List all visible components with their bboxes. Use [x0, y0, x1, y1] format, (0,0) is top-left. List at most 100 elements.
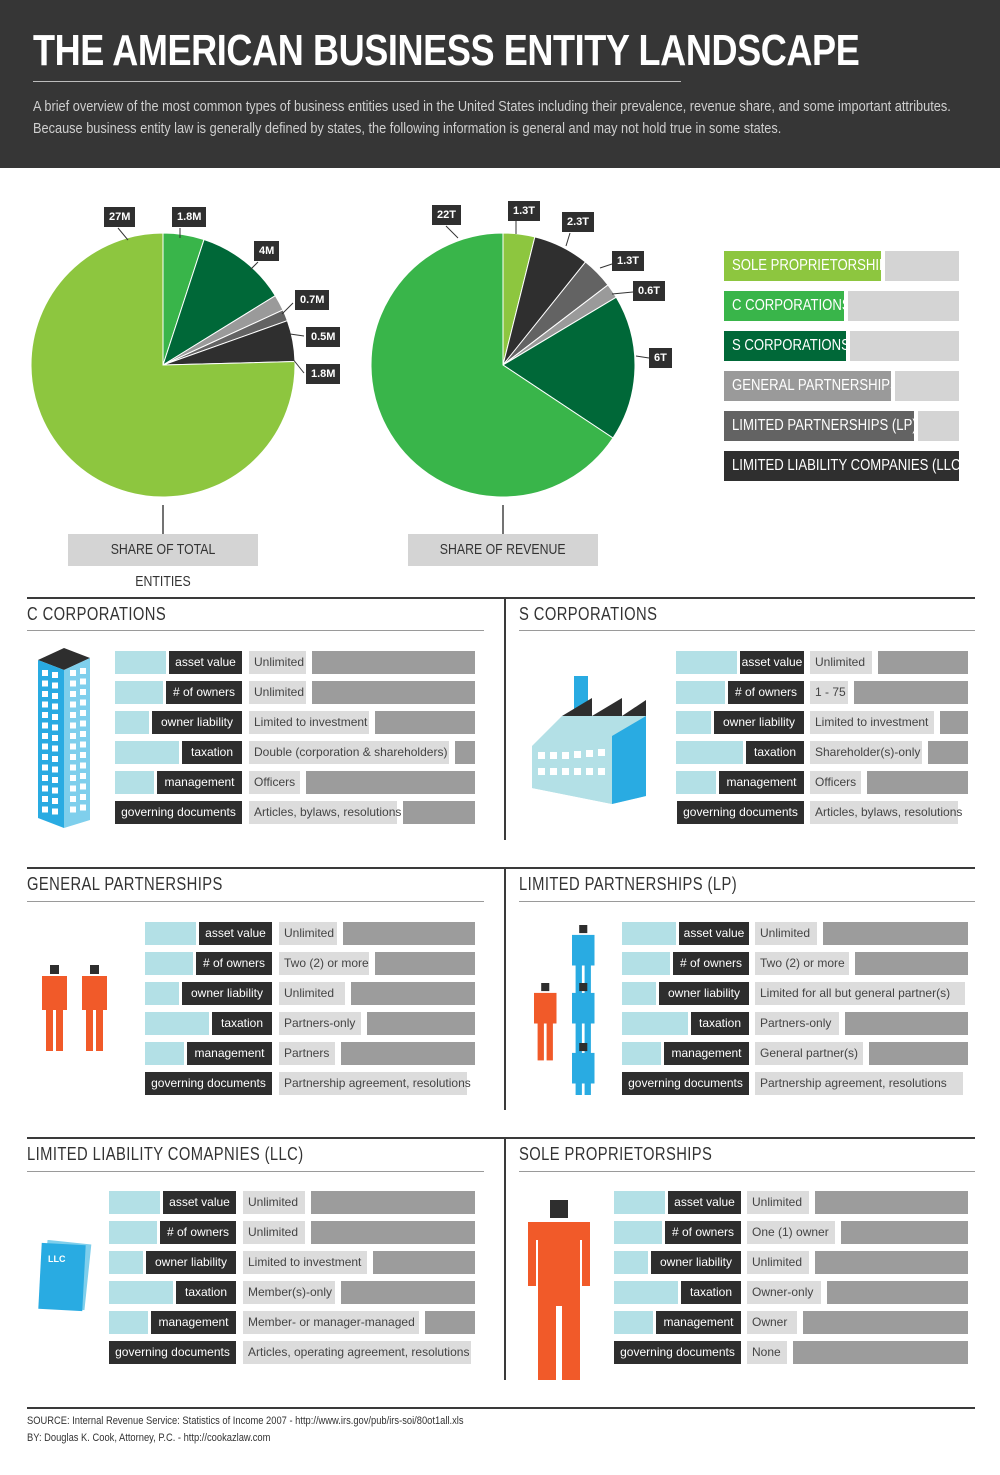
attribute-filler-bar — [455, 741, 475, 764]
attribute-filler-bar — [869, 1042, 968, 1065]
legend-bar-remainder — [848, 291, 959, 321]
person-figure-part — [50, 965, 59, 974]
attribute-filler-bar — [425, 1311, 475, 1334]
revenue-pie-caption: SHARE OF REVENUE — [408, 534, 598, 566]
legend-bar-remainder — [885, 251, 959, 281]
entities-pie-caption: SHARE OF TOTAL ENTITIES — [68, 534, 258, 590]
attribute-value: Articles, operating agreement, resolutio… — [243, 1341, 471, 1364]
pie-value-label: 1.8M — [172, 207, 207, 227]
attribute-filler-bar — [343, 922, 475, 945]
person-figure-part — [96, 1009, 103, 1051]
attribute-accent-bar — [109, 1311, 148, 1334]
person-figure-part — [572, 934, 595, 966]
attribute-accent-bar — [145, 982, 179, 1005]
section-title: C CORPORATIONS — [27, 604, 167, 624]
attribute-key: asset value — [169, 651, 242, 674]
attribute-row: # of owners Two (2) or more — [0, 952, 1000, 975]
attribute-value: Unlimited — [243, 1221, 305, 1244]
callout-leader-line — [565, 232, 571, 247]
building-window — [70, 701, 76, 708]
attribute-key: governing documents — [145, 1072, 272, 1095]
section-underline — [519, 1171, 975, 1172]
section-underline — [27, 1171, 484, 1172]
attribute-key: management — [151, 1311, 236, 1334]
attribute-accent-bar — [115, 771, 154, 794]
building-window — [80, 699, 86, 706]
building-window — [42, 796, 48, 802]
description-line-1: A brief overview of the most common type… — [33, 99, 951, 115]
attribute-key: owner liability — [146, 1251, 236, 1274]
attribute-value: Unlimited — [243, 1191, 305, 1214]
pie-value-label: 6T — [649, 348, 672, 368]
building-window — [80, 804, 86, 811]
section-divider — [27, 1137, 975, 1139]
attribute-accent-bar — [622, 982, 656, 1005]
attribute-row: owner liability Limited to investment — [0, 1251, 1000, 1274]
person-figure-part — [584, 1082, 591, 1095]
building-window — [52, 682, 58, 689]
attribute-value: Officers — [810, 771, 861, 794]
attribute-accent-bar — [676, 711, 711, 734]
attribute-key: owner liability — [651, 1251, 741, 1274]
two-partners-icon — [42, 965, 107, 1051]
attribute-filler-bar — [403, 801, 475, 824]
person-figure-part — [575, 1022, 582, 1061]
attribute-filler-bar — [854, 681, 968, 704]
attribute-accent-bar — [109, 1221, 157, 1244]
attribute-key: taxation — [182, 741, 242, 764]
building-window — [42, 764, 48, 771]
attribute-filler-bar — [867, 771, 968, 794]
building-window — [52, 798, 58, 804]
attribute-filler-bar — [311, 1221, 475, 1244]
building-window — [80, 783, 86, 790]
legend-item: S CORPORATIONS — [724, 331, 959, 361]
section-vdivider — [504, 867, 506, 1110]
attribute-filler-bar — [928, 741, 968, 764]
callout-leader-line — [445, 225, 459, 239]
person-figure-part — [90, 965, 99, 974]
building-window — [80, 752, 86, 758]
attribute-row: # of owners Unlimited — [0, 1221, 1000, 1244]
attribute-row: taxation Shareholder(s)-only — [0, 741, 1000, 764]
legend-label: C CORPORATIONS — [724, 291, 851, 321]
section-title: SOLE PROPRIETORSHIPS — [519, 1144, 713, 1164]
legend-item: LIMITED LIABILITY COMPANIES (LLC) — [724, 451, 965, 481]
attribute-value: Unlimited — [810, 651, 872, 674]
attribute-accent-bar — [109, 1251, 143, 1274]
attribute-accent-bar — [622, 1042, 661, 1065]
building-window — [80, 668, 86, 674]
section-title: LIMITED PARTNERSHIPS (LP) — [519, 874, 738, 894]
attribute-row: governing documents None — [0, 1341, 1000, 1364]
attribute-row: taxation Owner-only — [0, 1281, 1000, 1304]
attribute-value: Member(s)-only — [243, 1281, 335, 1304]
building-window — [52, 724, 58, 731]
pie-value-label: 2.3T — [562, 212, 595, 232]
attribute-key: taxation — [681, 1281, 741, 1304]
person-figure-part — [86, 1009, 93, 1051]
attribute-filler-bar — [940, 711, 968, 734]
attribute-key: # of owners — [166, 681, 242, 704]
attribute-value: General partner(s) — [755, 1042, 863, 1065]
section-divider — [27, 597, 975, 599]
legend-label: SOLE PROPRIETORSHIPS — [724, 251, 897, 281]
attribute-row: governing documents Partnership agreement… — [0, 1072, 1000, 1095]
attribute-accent-bar — [109, 1191, 160, 1214]
callout-leader-line — [291, 357, 305, 374]
attribute-value: Owner — [747, 1311, 797, 1334]
building-window — [52, 756, 58, 762]
person-figure-part — [572, 992, 595, 1024]
legend-bar-remainder — [850, 331, 959, 361]
attribute-filler-bar — [341, 1281, 475, 1304]
attribute-value: Partnership agreement, resolutions — [755, 1072, 963, 1095]
legend-bar-remainder — [918, 411, 959, 441]
attribute-key: taxation — [746, 741, 804, 764]
pie-value-label: 22T — [432, 205, 461, 225]
attribute-row: asset value Unlimited — [0, 651, 1000, 674]
attribute-key: management — [157, 771, 242, 794]
attribute-row: asset value Unlimited — [0, 651, 1000, 674]
section-underline — [519, 901, 975, 902]
pie-value-label: 0.5M — [306, 327, 341, 347]
attribute-accent-bar — [676, 651, 737, 674]
building-window — [52, 714, 58, 720]
llc-documents-icon: LLC — [38, 1240, 92, 1312]
